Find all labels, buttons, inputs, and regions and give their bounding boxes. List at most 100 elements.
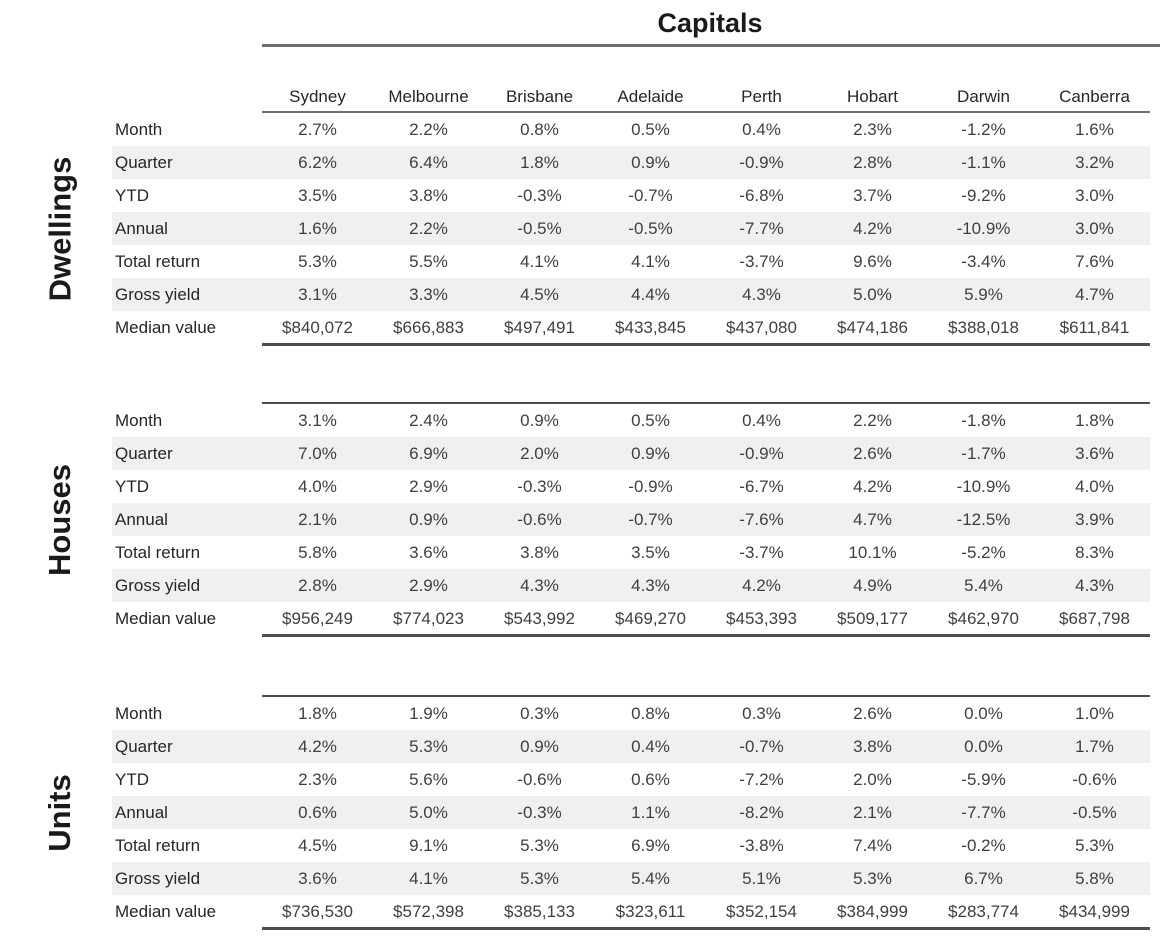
table-row: Gross yield 3.1% 3.3% 4.5% 4.4% 4.3% 5.0% 5.9% 4…: [112, 278, 1150, 311]
value-cell: -0.9%: [628, 476, 673, 496]
value-cell: 0.9%: [409, 509, 448, 529]
city-header-hobart: Hobart: [846, 86, 899, 106]
value-cell: 1.8%: [1075, 410, 1114, 430]
value-cell: $385,133: [504, 901, 575, 921]
value-cell: $543,992: [504, 608, 575, 628]
value-cell: -0.5%: [517, 218, 562, 238]
value-cell: 6.7%: [964, 868, 1003, 888]
section-label-text: Dwellings: [42, 156, 78, 301]
value-cell: -6.7%: [739, 476, 784, 496]
value-cell: 6.9%: [631, 835, 670, 855]
value-cell: 1.0%: [1075, 703, 1114, 723]
value-cell: 0.0%: [964, 703, 1003, 723]
value-cell: 3.6%: [409, 542, 448, 562]
value-cell: 0.6%: [631, 769, 670, 789]
table-row: Month 3.1% 2.4% 0.9% 0.5% 0.4% 2.2% -1.8% 1.8%: [112, 404, 1150, 437]
report-title: Capitals: [657, 8, 763, 38]
value-cell: 4.2%: [853, 218, 892, 238]
metric-label: Gross yield: [115, 575, 201, 595]
value-cell: $437,080: [726, 317, 797, 337]
value-cell: 0.9%: [520, 736, 559, 756]
value-cell: -1.8%: [961, 410, 1006, 430]
value-cell: 4.2%: [742, 575, 781, 595]
value-cell: $687,798: [1059, 608, 1130, 628]
value-cell: $956,249: [282, 608, 353, 628]
table-row: YTD 3.5% 3.8% -0.3% -0.7% -6.8% 3.7% -9.2% 3.0%: [112, 179, 1150, 212]
value-cell: $611,841: [1059, 317, 1130, 337]
value-cell: 5.1%: [742, 868, 781, 888]
value-cell: 2.1%: [853, 802, 892, 822]
value-cell: -0.2%: [961, 835, 1006, 855]
value-cell: 3.9%: [1075, 509, 1114, 529]
value-cell: $323,611: [615, 901, 686, 921]
value-cell: 3.8%: [520, 542, 559, 562]
value-cell: -3.4%: [961, 251, 1006, 271]
value-cell: $453,393: [726, 608, 797, 628]
metric-label: Total return: [115, 251, 201, 271]
city-header-darwin: Darwin: [957, 86, 1010, 106]
table-row: Median value $840,072 $666,883 $497,491 $433…: [112, 311, 1150, 344]
table-row: Median value $736,530 $572,398 $385,133 $323…: [112, 895, 1150, 928]
table-row: YTD 2.3% 5.6% -0.6% 0.6% -7.2% 2.0% -5.9% -0.6%: [112, 763, 1150, 796]
value-cell: -8.2%: [739, 802, 784, 822]
value-cell: $434,999: [1059, 901, 1130, 921]
value-cell: 4.5%: [298, 835, 337, 855]
value-cell: 5.0%: [409, 802, 448, 822]
value-cell: -10.9%: [956, 218, 1011, 238]
value-cell: 4.7%: [1075, 284, 1114, 304]
value-cell: 2.6%: [853, 443, 892, 463]
section-bottom-rule: [262, 634, 1150, 637]
city-header-melbourne: Melbourne: [388, 86, 469, 106]
value-cell: 3.0%: [1075, 185, 1114, 205]
value-cell: 2.8%: [853, 152, 892, 172]
section-bottom-rule: [262, 343, 1150, 346]
value-cell: 5.9%: [964, 284, 1003, 304]
value-cell: 5.6%: [409, 769, 448, 789]
value-cell: -6.8%: [739, 185, 784, 205]
value-cell: 5.3%: [298, 251, 337, 271]
value-cell: 4.3%: [520, 575, 559, 595]
value-cell: 2.3%: [298, 769, 337, 789]
table-row: Annual 1.6% 2.2% -0.5% -0.5% -7.7% 4.2% -10.9% 3…: [112, 212, 1150, 245]
value-cell: -0.7%: [628, 185, 673, 205]
value-cell: -0.6%: [517, 769, 562, 789]
value-cell: $283,774: [948, 901, 1019, 921]
value-cell: 4.1%: [409, 868, 448, 888]
metric-label: Median value: [115, 317, 217, 337]
value-cell: 3.8%: [853, 736, 892, 756]
table-row: Quarter 4.2% 5.3% 0.9% 0.4% -0.7% 3.8% 0.0% 1.7%: [112, 730, 1150, 763]
metric-label: Gross yield: [115, 868, 201, 888]
value-cell: 0.5%: [631, 119, 670, 139]
value-cell: 2.0%: [853, 769, 892, 789]
metric-label: Total return: [115, 835, 201, 855]
title-underline: [262, 44, 1160, 47]
value-cell: -7.2%: [739, 769, 784, 789]
value-cell: 5.4%: [964, 575, 1003, 595]
value-cell: $840,072: [282, 317, 353, 337]
value-cell: -0.6%: [1072, 769, 1117, 789]
section-label-houses: Houses: [16, 404, 104, 635]
value-cell: $352,154: [726, 901, 797, 921]
value-cell: 0.9%: [631, 152, 670, 172]
value-cell: -3.7%: [739, 251, 784, 271]
value-cell: 0.4%: [742, 410, 781, 430]
value-cell: 4.1%: [631, 251, 670, 271]
value-cell: 7.0%: [298, 443, 337, 463]
city-header-adelaide: Adelaide: [617, 86, 684, 106]
value-cell: -12.5%: [956, 509, 1011, 529]
section-label-text: Units: [42, 773, 77, 852]
value-cell: 5.3%: [409, 736, 448, 756]
value-cell: -7.7%: [739, 218, 784, 238]
value-cell: 2.1%: [298, 509, 337, 529]
section-top-rule: [262, 695, 1150, 697]
table-row: YTD 4.0% 2.9% -0.3% -0.9% -6.7% 4.2% -10.9% 4.0%: [112, 470, 1150, 503]
value-cell: 3.6%: [298, 868, 337, 888]
table-row: Gross yield 3.6% 4.1% 5.3% 5.4% 5.1% 5.3% 6.7% 5…: [112, 862, 1150, 895]
value-cell: -3.8%: [739, 835, 784, 855]
value-cell: 9.6%: [853, 251, 892, 271]
value-cell: $497,491: [504, 317, 575, 337]
value-cell: 5.3%: [520, 868, 559, 888]
value-cell: 0.9%: [520, 410, 559, 430]
value-cell: 5.4%: [631, 868, 670, 888]
